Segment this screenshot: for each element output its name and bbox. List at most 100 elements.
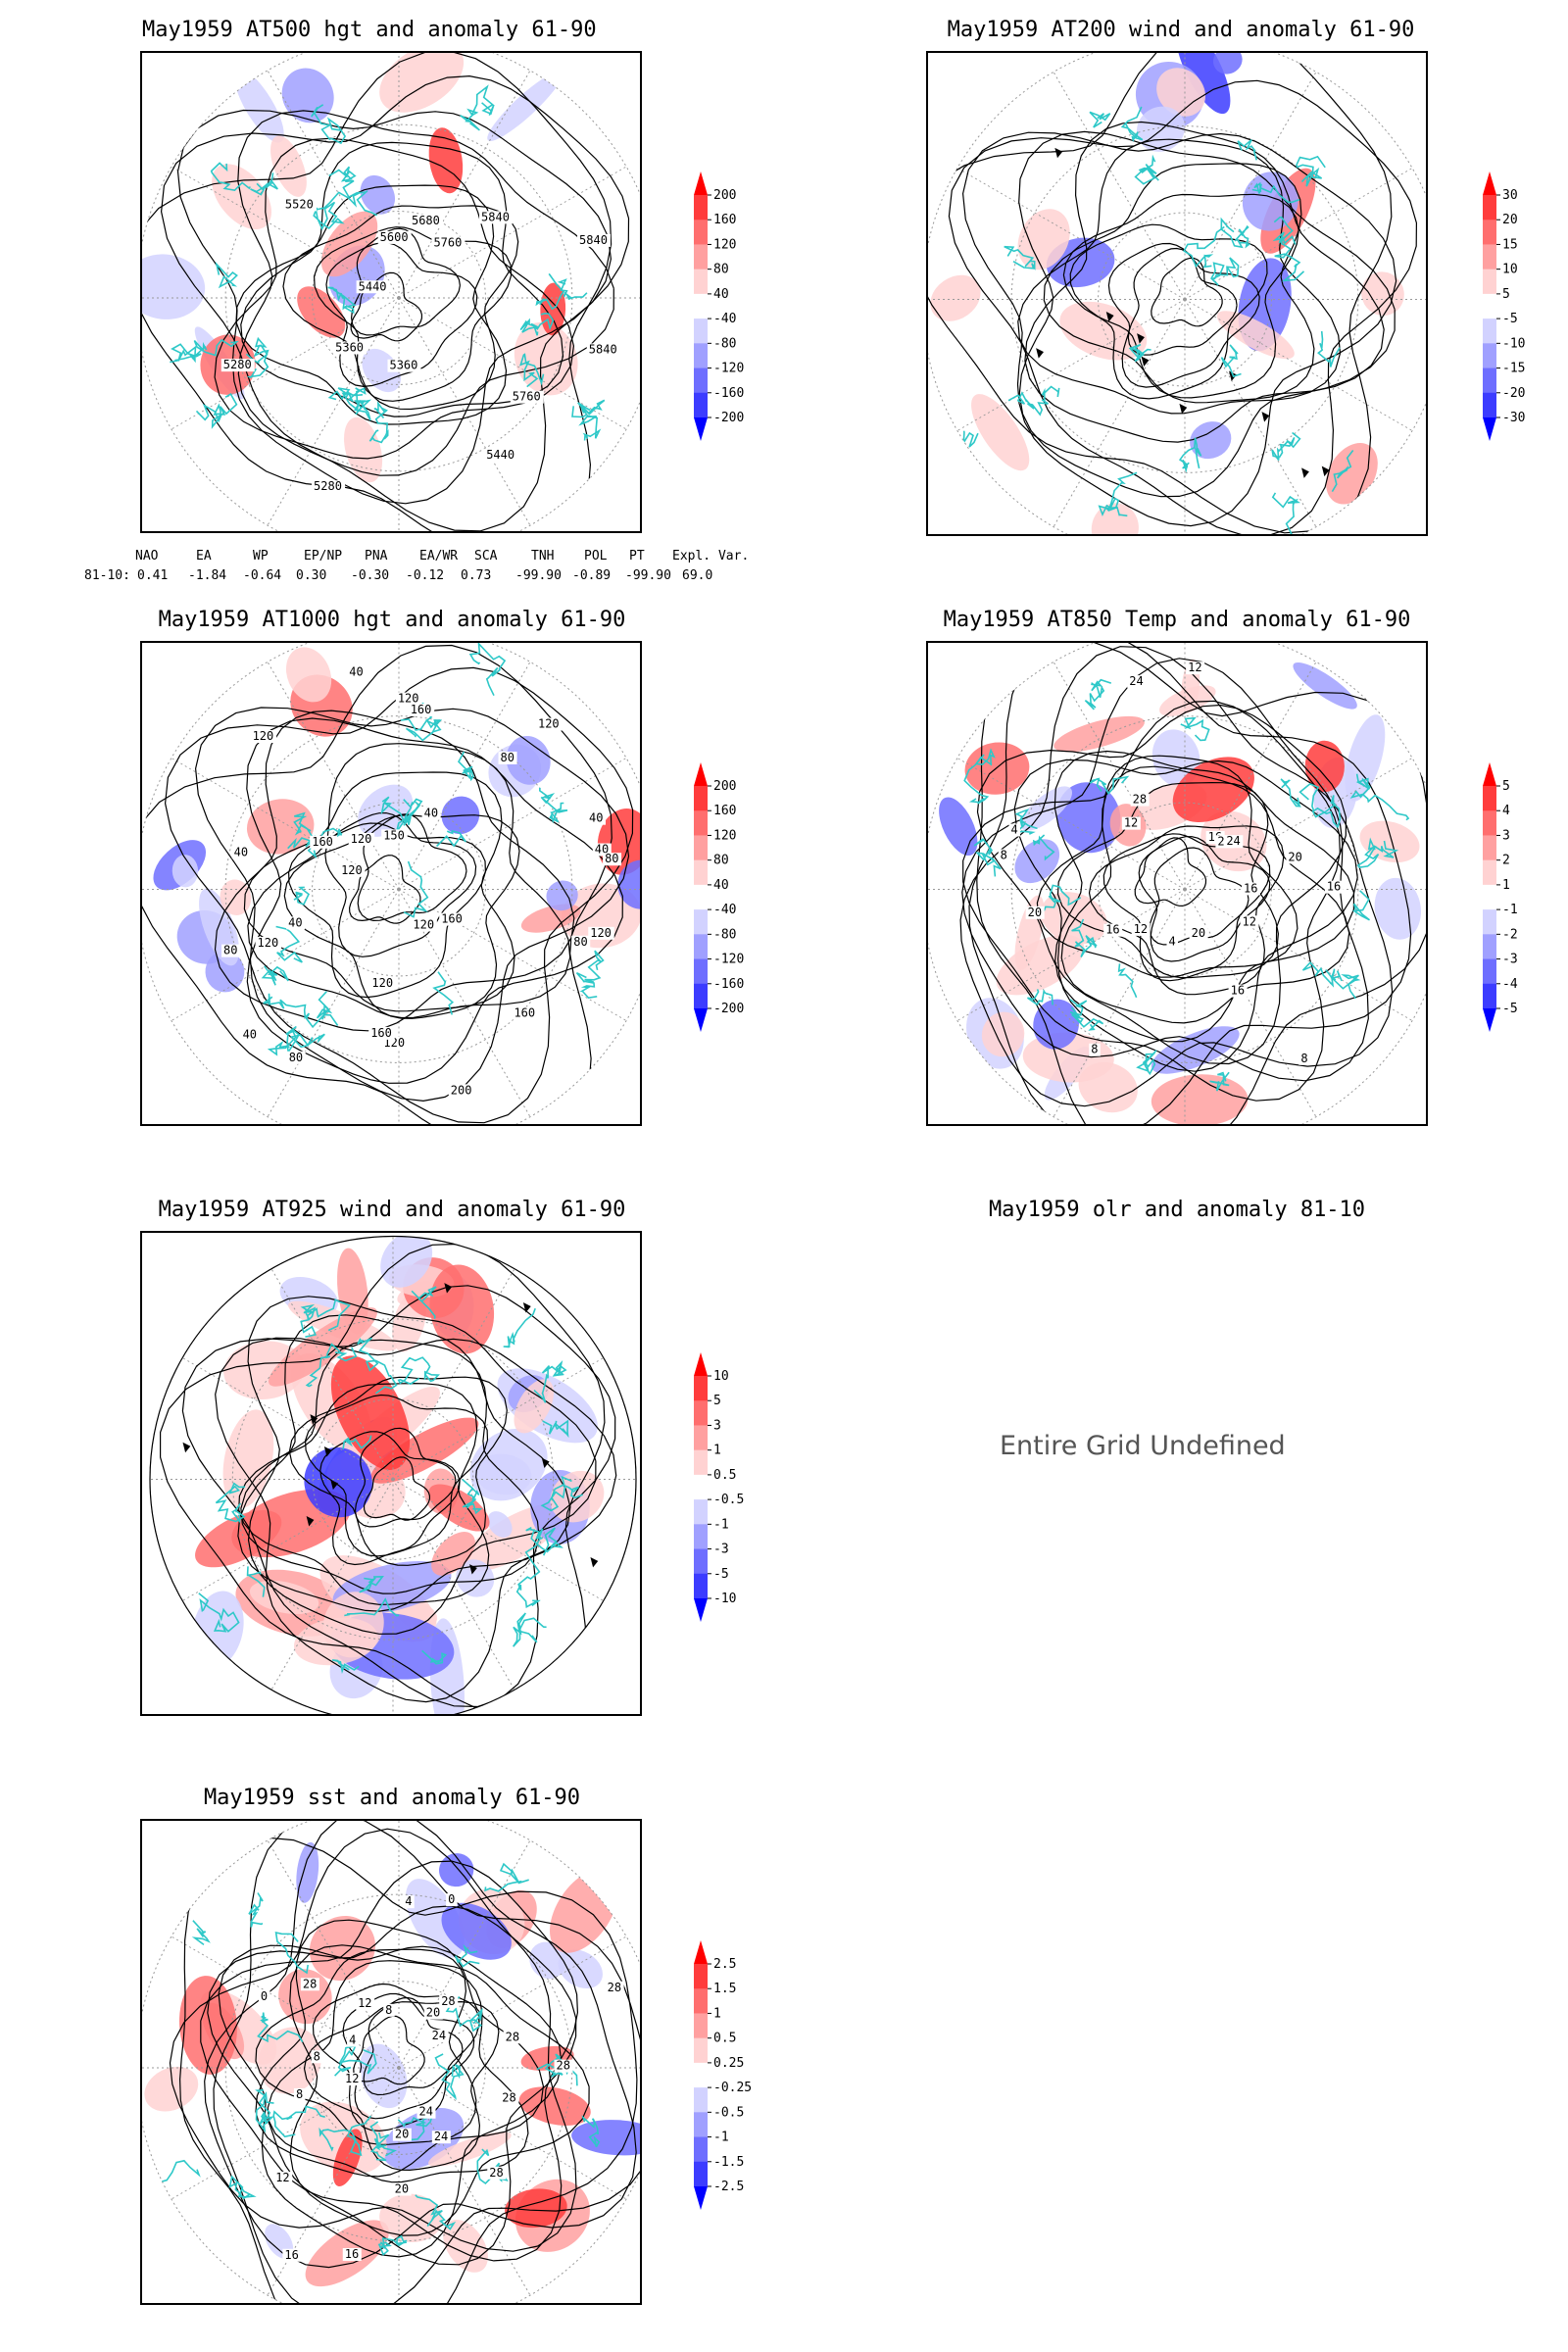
contour-label: 40 [424,806,438,819]
teleconnection-header: EP/NP [304,549,343,564]
coastline [1084,678,1112,710]
teleconnection-value: -0.12 [406,568,445,583]
contour-line [142,53,612,531]
teleconnection-value: 0.30 [296,568,327,583]
contour-line [200,1860,579,2262]
coastline [458,751,474,782]
wind-arrow [1105,312,1114,322]
coastline [1043,884,1082,911]
contour-line [207,1905,577,2266]
contour-label: 5280 [223,358,252,371]
coastline [1134,154,1159,185]
coastline [215,261,238,289]
contour-line [237,110,614,476]
colorbar-label: -15 [1502,362,1525,376]
teleconnection-value: -0.30 [351,568,390,583]
contour-label: 28 [557,2059,570,2073]
contour-line [1024,121,1385,443]
coastline [267,1025,301,1056]
coastline [1071,918,1098,958]
coastline [1071,1013,1104,1031]
teleconnection-header: POL [584,549,608,564]
anomaly-region [930,274,981,321]
anomaly-region [281,68,334,123]
colorbar-label: -10 [1502,336,1525,351]
contour-line [246,717,623,1084]
contour-label: 28 [441,1994,455,2008]
contour-line [1134,837,1207,907]
coastline [1351,890,1370,921]
colorbar-label: 5 [1502,287,1510,302]
contour-label: 200 [451,1083,472,1097]
colorbar-label: 3 [1502,828,1510,843]
contour-label: 16 [1327,880,1341,894]
contour-line [289,1944,590,2236]
colorbar-label: -30 [1502,411,1525,425]
anomaly-region [1190,421,1232,460]
contour-label: 160 [370,1026,392,1040]
anomaly-region [246,799,315,855]
contour-label: 16 [1244,881,1257,895]
contour-line [342,1992,475,2120]
contour-line [194,707,630,1102]
colorbar-label: 5 [713,1394,721,1408]
contour-label: 12 [1124,816,1138,830]
teleconnection-header: SCA [474,549,498,564]
contour-label: 24 [434,2130,448,2143]
teleconnection-table: NAO EA WP EP/NP PNA EA/WR SCA TNH POL PT Expl. Var… [84,549,749,588]
contour-line [160,74,630,531]
colorbar-label: 120 [713,237,736,252]
contour-label: 120 [538,717,560,731]
coastline [1331,450,1354,493]
coastline [1272,216,1294,244]
anomaly-region [144,2066,199,2112]
panel-title-olr: May1959 olr and anomaly 81-10 [988,1198,1366,1222]
anomaly-region [1033,999,1080,1050]
anomaly-region [474,1453,532,1495]
contour-label: 120 [590,926,612,940]
coastline [263,991,330,1029]
wind-arrow [1141,356,1150,368]
colorbar-label: -200 [713,1002,744,1016]
coastline [1089,111,1111,128]
coastline [1014,808,1038,835]
contour-label: 5840 [481,210,510,223]
contour-label: 5440 [486,448,514,462]
contour-line [1069,223,1268,400]
coastline [571,399,606,418]
colorbar-label: 40 [713,878,729,893]
contour-label: 20 [1028,906,1042,919]
contour-label: 120 [253,729,274,743]
colorbar-label: -160 [713,386,744,401]
coastline [293,886,311,906]
contour-label: 28 [489,2166,503,2180]
anomaly-region [270,135,307,197]
map-1000hgt: 80 120 160 160 120 200 120 160 120 80 40 120 80 40 120… [140,641,642,1126]
coastline [215,1482,246,1524]
coastline [542,1419,569,1439]
coastline [334,2044,377,2077]
anomaly-region [1091,503,1139,534]
coastline [454,1943,480,1968]
coastline [1032,834,1055,861]
colorbar-label: -1.5 [713,2155,744,2170]
coastline [1027,989,1054,1006]
coastline [342,1435,372,1449]
wind-arrow [1036,348,1044,359]
anomaly-region [520,904,581,933]
teleconnection-header: TNH [531,549,555,564]
colorbar-label: 5 [1502,779,1510,794]
coastline [1271,431,1301,462]
coastline [344,1597,400,1617]
contour-line [354,1427,457,1528]
wind-arrow [330,1479,339,1491]
contour-line [353,2015,425,2085]
coastline [198,1592,240,1633]
anomaly-region [359,2043,408,2109]
anomaly-region [1014,839,1060,884]
anomaly-region [379,53,465,113]
anomaly-region [1175,53,1231,115]
coastline [210,162,251,192]
coastline [191,1920,211,1946]
colorbar-label: -200 [713,411,744,425]
